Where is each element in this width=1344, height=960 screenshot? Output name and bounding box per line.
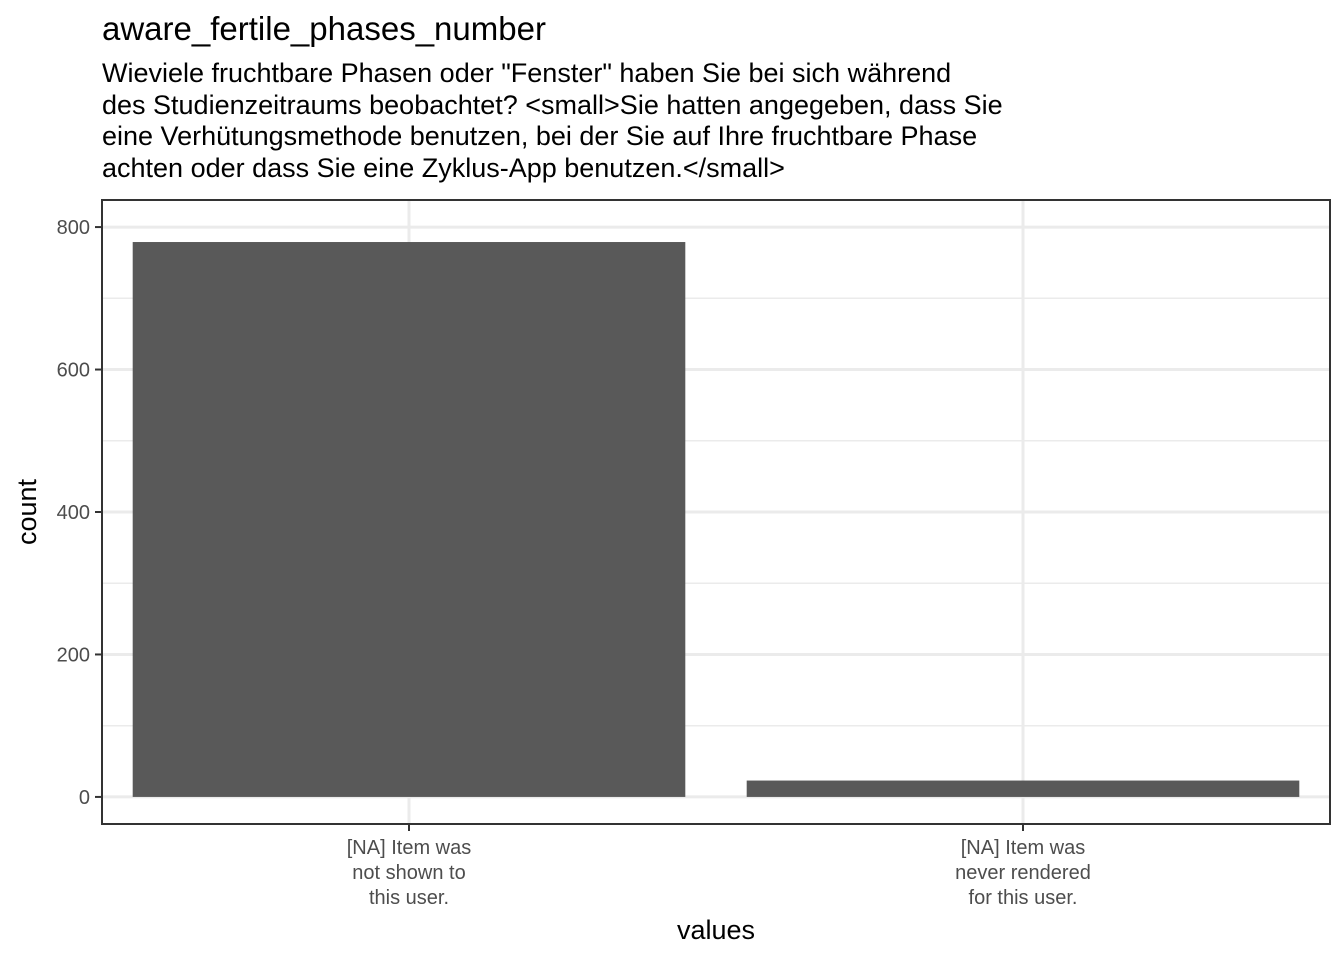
chart-title: aware_fertile_phases_number	[102, 10, 546, 47]
subtitle-line: eine Verhütungsmethode benutzen, bei der…	[102, 121, 978, 151]
y-axis: 0 200 400 600 800	[57, 217, 102, 809]
bars	[132, 242, 1300, 797]
y-tick-label: 600	[57, 360, 90, 382]
x-tick-label: never rendered	[955, 862, 1091, 884]
x-tick-label: [NA] Item was	[347, 837, 471, 859]
x-axis: [NA] Item was not shown to this user. [NA] …	[347, 824, 1091, 909]
y-tick-label: 800	[57, 217, 90, 239]
x-tick-label: this user.	[369, 887, 449, 909]
y-tick-label: 0	[79, 787, 90, 809]
bar	[746, 780, 1300, 797]
subtitle-line: achten oder dass Sie eine Zyklus-App ben…	[102, 152, 785, 183]
x-tick-label: not shown to	[352, 862, 465, 884]
x-axis-title: values	[677, 915, 755, 945]
x-tick-label: for this user.	[969, 887, 1078, 909]
x-tick-label: [NA] Item was	[961, 837, 1085, 859]
y-tick-label: 400	[57, 502, 90, 524]
subtitle-line: Wieviele fruchtbare Phasen oder "Fenster…	[102, 58, 952, 88]
y-axis-title: count	[12, 478, 42, 545]
y-tick-label: 200	[57, 644, 90, 666]
bar	[132, 242, 686, 797]
chart-subtitle: Wieviele fruchtbare Phasen oder "Fenster…	[102, 58, 1003, 184]
subtitle-line: des Studienzeitraums beobachtet? <small>…	[102, 89, 1003, 120]
